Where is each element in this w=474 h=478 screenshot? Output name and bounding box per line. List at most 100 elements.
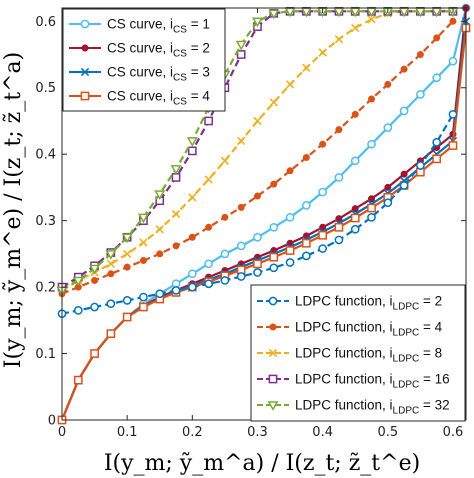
data-point xyxy=(90,349,99,358)
y-tick-label: 0.3 xyxy=(35,214,56,229)
y-tick-label: 0.5 xyxy=(35,81,56,96)
data-point xyxy=(89,264,101,275)
data-point xyxy=(204,116,213,126)
data-point xyxy=(204,279,213,289)
data-point xyxy=(285,258,295,267)
data-point xyxy=(186,137,198,147)
legend-swatch-marker xyxy=(267,401,279,411)
data-point xyxy=(302,201,311,210)
data-point xyxy=(220,249,230,259)
legend-swatch-marker xyxy=(268,296,278,306)
data-point xyxy=(269,263,279,273)
data-point xyxy=(156,250,164,258)
data-point xyxy=(236,241,246,251)
data-point xyxy=(139,238,148,247)
data-point xyxy=(399,181,409,190)
legend-swatch-marker xyxy=(80,91,90,101)
data-point xyxy=(139,292,148,302)
data-point xyxy=(318,187,327,197)
data-point xyxy=(107,270,115,278)
data-point xyxy=(367,203,376,213)
data-point xyxy=(367,139,376,149)
x-tick-label: 0.2 xyxy=(182,425,203,440)
data-point xyxy=(139,257,147,265)
data-point xyxy=(302,154,310,162)
data-point xyxy=(221,213,229,221)
data-point xyxy=(319,140,327,148)
data-point xyxy=(432,137,442,147)
data-point xyxy=(236,272,246,281)
legend-swatch-marker xyxy=(80,19,90,29)
data-point xyxy=(187,146,197,156)
data-point xyxy=(318,48,327,57)
x-tick-label: 0.6 xyxy=(443,425,464,440)
x-tick-label: 0 xyxy=(58,425,66,440)
data-point xyxy=(154,190,166,200)
x-tick-label: 0.5 xyxy=(377,425,398,440)
data-point xyxy=(188,193,197,202)
data-point xyxy=(270,180,278,188)
data-point xyxy=(433,34,441,42)
data-point xyxy=(91,276,99,284)
data-point xyxy=(204,175,213,184)
data-point xyxy=(416,161,425,170)
data-point xyxy=(105,250,117,260)
data-point xyxy=(123,263,131,271)
data-point xyxy=(220,156,230,166)
data-point xyxy=(137,213,149,224)
x-tick-label: 0.4 xyxy=(312,425,333,440)
data-point xyxy=(106,259,116,269)
data-point xyxy=(122,296,132,305)
legend-swatch-marker xyxy=(80,67,90,77)
data-point xyxy=(187,282,197,292)
x-tick-label: 0.1 xyxy=(117,425,138,440)
data-point xyxy=(351,205,359,213)
legend-swatch-marker xyxy=(268,374,278,384)
data-point xyxy=(383,198,393,208)
data-point xyxy=(286,167,294,175)
data-point xyxy=(448,56,458,66)
data-point xyxy=(155,289,165,299)
data-point xyxy=(318,230,327,240)
data-point xyxy=(432,154,442,164)
data-point xyxy=(251,17,263,28)
data-point xyxy=(400,65,408,73)
data-point xyxy=(334,235,344,245)
legend-swatch-marker xyxy=(268,348,278,358)
data-point xyxy=(285,80,295,89)
data-point xyxy=(416,51,424,59)
data-point xyxy=(318,244,327,253)
data-point xyxy=(368,195,376,203)
data-point xyxy=(106,329,116,338)
data-point xyxy=(268,9,280,20)
legend-swatch-marker xyxy=(81,44,89,52)
data-point xyxy=(122,249,132,259)
y-tick-label: 0.4 xyxy=(35,148,56,163)
data-point xyxy=(384,183,392,191)
data-point xyxy=(237,136,246,146)
data-point xyxy=(253,192,261,200)
data-point xyxy=(187,269,197,279)
data-point xyxy=(188,233,196,241)
data-point xyxy=(253,259,262,269)
data-point xyxy=(269,222,279,232)
data-point xyxy=(253,268,262,277)
data-point xyxy=(335,215,343,223)
data-point xyxy=(121,233,133,244)
data-point xyxy=(319,223,327,231)
data-point xyxy=(334,173,344,182)
x-tick-label: 0.3 xyxy=(247,425,268,440)
data-point xyxy=(400,170,408,178)
y-tick-label: 0.6 xyxy=(35,15,56,30)
data-point xyxy=(416,90,425,99)
data-point xyxy=(368,95,376,103)
data-point xyxy=(350,224,360,234)
data-point xyxy=(170,165,182,175)
data-point xyxy=(350,213,360,223)
data-point xyxy=(73,306,83,315)
data-point xyxy=(285,212,295,222)
data-point xyxy=(302,63,311,72)
data-point xyxy=(253,232,262,242)
